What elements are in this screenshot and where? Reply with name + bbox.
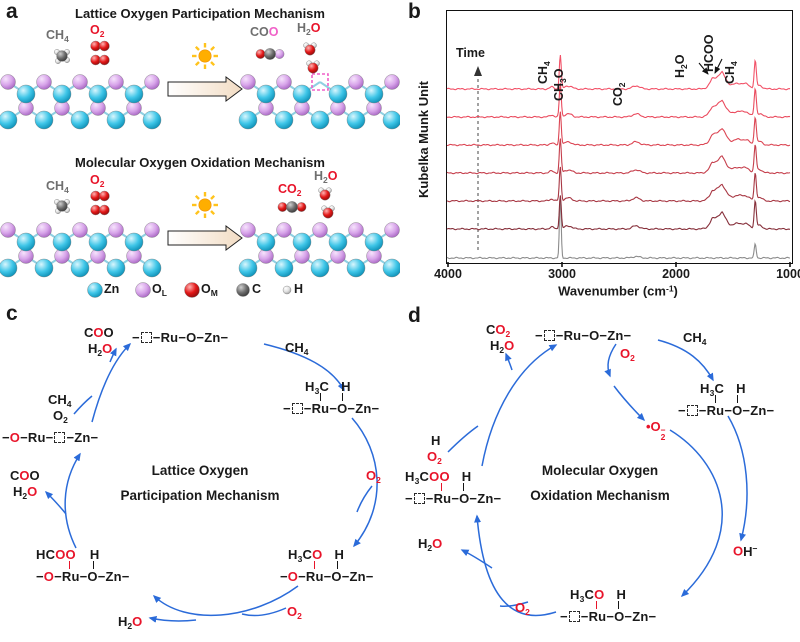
peak-label-hcoo: HCOO [702, 34, 716, 73]
hydroxide-label: OH− [733, 543, 758, 559]
legend-label-zn: Zn [104, 282, 120, 296]
tick-2000: 2000 [662, 267, 690, 281]
cycle-d-title-1: Molecular Oxygen [541, 463, 659, 478]
tick-3000: 3000 [548, 267, 576, 281]
species-h3co-ru-oh-zn-bottom-right: H3CO H −O−Ru−O−Zn− [280, 547, 374, 584]
ch4-reactant-right: CH4 [285, 340, 309, 357]
ch4-molecule [54, 199, 70, 214]
ch4-molecule [54, 49, 70, 64]
coo-product-top: COO [84, 325, 114, 340]
species-ru-o-zn-top: − −Ru−O−Zn− [132, 330, 229, 345]
coo-product-left: COO [10, 468, 40, 483]
o2-molecule [90, 40, 110, 52]
h2o-molecule [321, 205, 335, 219]
h2o-label-mech1: H2O [297, 21, 321, 37]
sun-icon [192, 192, 218, 218]
sun-icon [192, 43, 218, 69]
peak-label-ch4-1305: CH4 [723, 61, 739, 84]
o2-molecule [90, 54, 110, 66]
legend-label-ol: OL [152, 282, 167, 298]
co2-product-d: CO2 [486, 322, 511, 339]
o2-reactant-right: O2 [366, 468, 381, 485]
time-label: Time [456, 46, 485, 60]
lattice-mech1-before [0, 74, 162, 130]
h2o-product-top-d: H2O [490, 338, 515, 355]
plot-frame [446, 10, 793, 264]
species-h3c-ru-oh-zn-right-d: H3C H − −Ru−O−Zn− [678, 381, 775, 418]
co2-label-mech2: CO2 [278, 182, 302, 198]
cycle-c-title-2: Participation Mechanism [120, 488, 280, 503]
species-ru-o-zn-top-d: − −Ru−O−Zn− [535, 328, 632, 343]
panel-a-drawing [0, 40, 400, 298]
o2-reactant-top-d: O2 [620, 346, 635, 363]
ch4-label-mech2: CH4 [46, 179, 69, 195]
species-o-ru-vac-zn-left: −O−Ru− −Zn− [2, 430, 99, 445]
y-axis-label: Kubelka Munk Unit [416, 80, 431, 198]
peak-label-h2o: H2O [673, 54, 689, 79]
h2o-product-bottom: H2O [118, 614, 143, 631]
species-hcoo-ru-oh-zn-bottom-left: HCOO H −O−Ru−O−Zn− [36, 547, 130, 584]
cycle-d-arrows [447, 339, 748, 617]
spectra-plot [446, 55, 791, 267]
o2-reactant-bottom: O2 [287, 604, 302, 621]
cycle-c-title-1: Lattice Oxygen [151, 463, 249, 478]
h2o-product-left-d: H2O [418, 536, 443, 553]
panel-c-label: c [6, 302, 18, 325]
mechanism1-title: Lattice Oxygen Participation Mechanism [75, 6, 325, 21]
legend-label-om: OM [201, 282, 218, 298]
lattice-mech2-after [238, 222, 400, 278]
peak-label-co2: CO2 [611, 82, 627, 106]
x-axis-label: Wavenumber (cm-1) [558, 283, 678, 299]
co2-molecule [255, 48, 285, 60]
legend-label-c: C [252, 282, 262, 296]
panel-c: c Lattice Oxygen Participation Mechanism… [0, 300, 400, 642]
species-h3co-ru-oh-zn-bottom-d: H3CO H − −Ru−O−Zn− [560, 587, 657, 624]
panel-b-label: b [408, 0, 421, 23]
species-h3c-ru-oh-zn-right: H3C H − −Ru−O−Zn− [283, 379, 380, 416]
panel-b: b Kubelka Munk Unit Wavenumber (cm-1) 40… [400, 0, 800, 300]
legend [87, 282, 292, 298]
superoxide-radical-label: •O −2 [646, 419, 666, 442]
panel-a-label: a [6, 0, 18, 23]
o2-reactant-bottom-d: O2 [515, 600, 530, 617]
co2-molecule [277, 201, 307, 213]
panel-d-label: d [408, 304, 421, 327]
o2-label-mech1: O2 [90, 23, 105, 39]
peak-label-ch4-3015: CH4 [536, 61, 552, 84]
reaction-arrow [167, 76, 243, 102]
peak-label-ch3o: CH3O [552, 68, 568, 101]
tick-1000: 1000 [776, 267, 800, 281]
o2-label-mech2: O2 [90, 173, 105, 189]
coo-label-mech1: COO [250, 25, 279, 39]
h2o-product-left: H2O [13, 484, 38, 501]
o2-reactant-left-d: O2 [427, 449, 442, 466]
h-reactant-left-d: H [431, 433, 441, 448]
legend-label-h: H [294, 282, 304, 296]
ch4-label-mech1: CH4 [46, 28, 69, 44]
panel-d: d Molecular Oxygen Oxidation Mechanism −… [400, 300, 800, 642]
ch4-reactant-left: CH4 [48, 392, 72, 409]
mechanism2-title: Molecular Oxygen Oxidation Mechanism [75, 155, 325, 170]
cycle-d-title-2: Oxidation Mechanism [530, 488, 670, 503]
lattice-mech1-after [238, 73, 400, 130]
panel-a: a Lattice Oxygen Participation Mechanism… [0, 0, 400, 300]
ch4-reactant-d: CH4 [683, 330, 707, 347]
h2o-molecule [303, 42, 317, 56]
reaction-arrow [167, 225, 243, 251]
tick-4000: 4000 [434, 267, 462, 281]
o2-molecule [90, 204, 110, 216]
lattice-mech2-before [0, 222, 162, 278]
o2-molecule [90, 190, 110, 202]
h2o-product-top: H2O [88, 341, 113, 358]
h2o-molecule [318, 187, 332, 201]
h2o-label-mech2: H2O [314, 169, 338, 185]
species-h3coo-ru-o-zn-left-d: H3COO H − −Ru−O−Zn− [405, 469, 502, 506]
oxygen-vacancy [311, 73, 329, 91]
cycle-c-arrows [44, 342, 378, 623]
o2-reactant-left: O2 [53, 408, 68, 425]
h2o-molecule [306, 60, 320, 74]
